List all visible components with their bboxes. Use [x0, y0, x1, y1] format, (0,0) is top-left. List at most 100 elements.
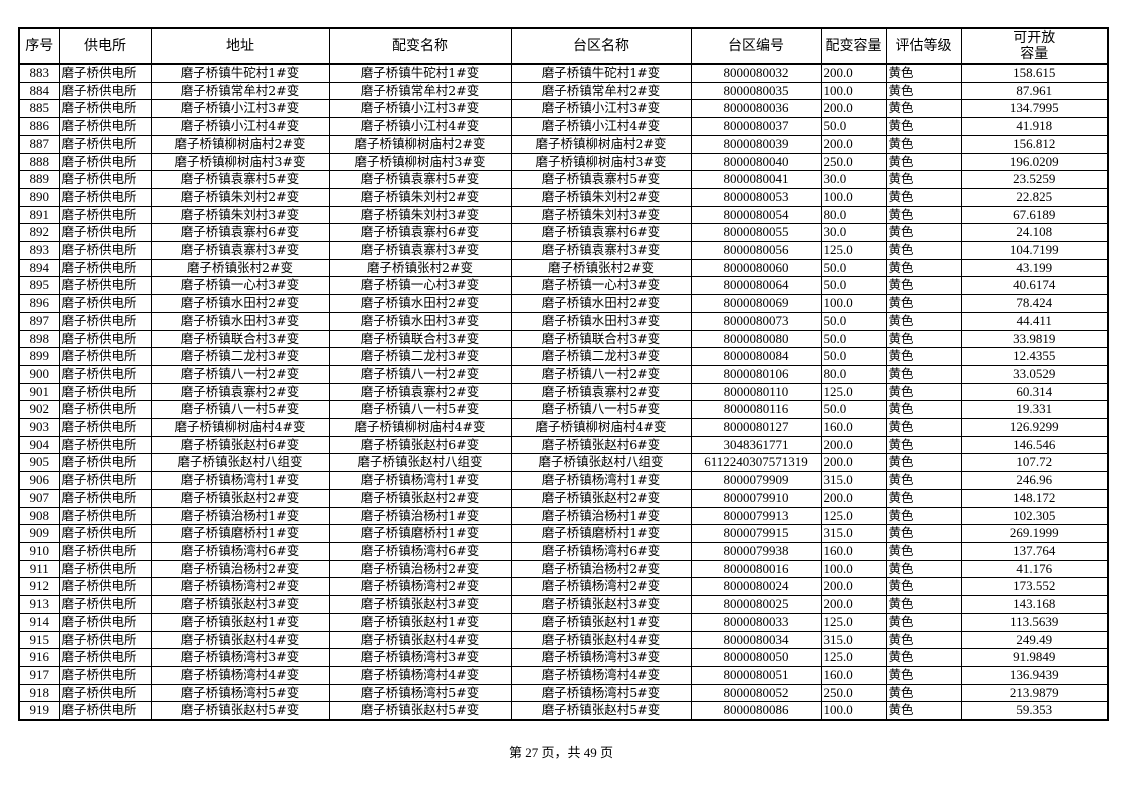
cell-rating: 黄色 — [885, 205, 962, 225]
cell-station: 磨子桥供电所 — [58, 418, 152, 437]
cell-index: 890 — [18, 187, 60, 207]
cell-rating: 黄色 — [885, 665, 962, 685]
cell-station: 磨子桥供电所 — [58, 665, 152, 685]
cell-area-code: 6112240307571319 — [690, 453, 822, 473]
cell-area-name: 磨子桥镇杨湾村3#变 — [510, 648, 692, 667]
cell-rating: 黄色 — [885, 63, 962, 83]
cell-area-code: 8000080116 — [690, 400, 822, 420]
cell-area-code: 8000080052 — [690, 683, 822, 703]
table-row: 895 磨子桥供电所 磨子桥镇一心村3#变 磨子桥镇一心村3#变 磨子桥镇一心村3#变 8… — [18, 276, 1109, 296]
cell-capacity: 125.0 — [820, 612, 887, 632]
cell-transformer-name: 磨子桥镇牛砣村1#变 — [328, 63, 512, 83]
cell-capacity: 100.0 — [820, 294, 887, 313]
cell-area-name: 磨子桥镇柳树庙村2#变 — [510, 134, 692, 154]
cell-open-capacity: 249.49 — [960, 630, 1109, 650]
cell-station: 磨子桥供电所 — [58, 294, 152, 313]
cell-rating: 黄色 — [885, 258, 962, 278]
cell-address: 磨子桥镇八一村5#变 — [150, 400, 330, 420]
cell-index: 898 — [18, 329, 60, 349]
cell-capacity: 200.0 — [820, 99, 887, 119]
cell-area-name: 磨子桥镇柳树庙村4#变 — [510, 418, 692, 437]
cell-area-name: 磨子桥镇联合村3#变 — [510, 329, 692, 349]
cell-index: 889 — [18, 170, 60, 189]
cell-area-name: 磨子桥镇柳树庙村3#变 — [510, 152, 692, 172]
cell-area-code: 8000080073 — [690, 311, 822, 331]
table-row: 906 磨子桥供电所 磨子桥镇杨湾村1#变 磨子桥镇杨湾村1#变 磨子桥镇杨湾村1#变 8… — [18, 471, 1109, 490]
cell-capacity: 315.0 — [820, 524, 887, 543]
cell-address: 磨子桥镇张赵村2#变 — [150, 488, 330, 508]
cell-open-capacity: 113.5639 — [960, 612, 1109, 632]
cell-rating: 黄色 — [885, 311, 962, 331]
cell-area-name: 磨子桥镇水田村2#变 — [510, 294, 692, 313]
cell-transformer-name: 磨子桥镇袁寨村6#变 — [328, 223, 512, 243]
table-row: 884 磨子桥供电所 磨子桥镇常牟村2#变 磨子桥镇常牟村2#变 磨子桥镇常牟村2#变 8… — [18, 81, 1109, 101]
cell-capacity: 200.0 — [820, 488, 887, 508]
cell-capacity: 200.0 — [820, 134, 887, 154]
cell-area-name: 磨子桥镇袁寨村6#变 — [510, 223, 692, 243]
cell-transformer-name: 磨子桥镇杨湾村2#变 — [328, 577, 512, 597]
cell-area-name: 磨子桥镇杨湾村4#变 — [510, 665, 692, 685]
cell-open-capacity: 44.411 — [960, 311, 1109, 331]
cell-open-capacity: 136.9439 — [960, 665, 1109, 685]
table-row: 901 磨子桥供电所 磨子桥镇袁寨村2#变 磨子桥镇袁寨村2#变 磨子桥镇袁寨村2#变 8… — [18, 382, 1109, 402]
cell-transformer-name: 磨子桥镇治杨村2#变 — [328, 559, 512, 579]
table-row: 898 磨子桥供电所 磨子桥镇联合村3#变 磨子桥镇联合村3#变 磨子桥镇联合村3#变 8… — [18, 329, 1109, 349]
table-row: 918 磨子桥供电所 磨子桥镇杨湾村5#变 磨子桥镇杨湾村5#变 磨子桥镇杨湾村5#变 8… — [18, 683, 1109, 703]
cell-transformer-name: 磨子桥镇张赵村3#变 — [328, 595, 512, 614]
cell-capacity: 250.0 — [820, 152, 887, 172]
cell-index: 899 — [18, 347, 60, 366]
cell-area-code: 8000080036 — [690, 99, 822, 119]
table-row: 910 磨子桥供电所 磨子桥镇杨湾村6#变 磨子桥镇杨湾村6#变 磨子桥镇杨湾村6#变 8… — [18, 541, 1109, 561]
cell-address: 磨子桥镇联合村3#变 — [150, 329, 330, 349]
cell-area-name: 磨子桥镇袁寨村5#变 — [510, 170, 692, 189]
header-col-transformer-name: 配变名称 — [328, 27, 512, 65]
cell-open-capacity: 23.5259 — [960, 170, 1109, 189]
cell-address: 磨子桥镇一心村3#变 — [150, 276, 330, 296]
cell-rating: 黄色 — [885, 134, 962, 154]
cell-open-capacity: 196.0209 — [960, 152, 1109, 172]
cell-index: 904 — [18, 435, 60, 455]
cell-open-capacity: 156.812 — [960, 134, 1109, 154]
cell-address: 磨子桥镇小江村4#变 — [150, 117, 330, 136]
cell-transformer-name: 磨子桥镇常牟村2#变 — [328, 81, 512, 101]
cell-open-capacity: 24.108 — [960, 223, 1109, 243]
cell-open-capacity: 87.961 — [960, 81, 1109, 101]
cell-address: 磨子桥镇袁寨村2#变 — [150, 382, 330, 402]
cell-station: 磨子桥供电所 — [58, 187, 152, 207]
cell-address: 磨子桥镇柳树庙村2#变 — [150, 134, 330, 154]
cell-station: 磨子桥供电所 — [58, 612, 152, 632]
cell-area-code: 8000080032 — [690, 63, 822, 83]
cell-transformer-name: 磨子桥镇一心村3#变 — [328, 276, 512, 296]
cell-area-code: 8000079913 — [690, 506, 822, 526]
header-col-index: 序号 — [18, 27, 60, 65]
cell-open-capacity: 102.305 — [960, 506, 1109, 526]
header-col-address: 地址 — [150, 27, 330, 65]
cell-rating: 黄色 — [885, 701, 962, 721]
cell-transformer-name: 磨子桥镇朱刘村2#变 — [328, 187, 512, 207]
cell-transformer-name: 磨子桥镇治杨村1#变 — [328, 506, 512, 526]
cell-index: 901 — [18, 382, 60, 402]
cell-area-name: 磨子桥镇磨桥村1#变 — [510, 524, 692, 543]
cell-transformer-name: 磨子桥镇杨湾村4#变 — [328, 665, 512, 685]
table-row: 888 磨子桥供电所 磨子桥镇柳树庙村3#变 磨子桥镇柳树庙村3#变 磨子桥镇柳树庙村3… — [18, 152, 1109, 172]
table-row: 899 磨子桥供电所 磨子桥镇二龙村3#变 磨子桥镇二龙村3#变 磨子桥镇二龙村3#变 8… — [18, 347, 1109, 366]
cell-area-code: 8000080053 — [690, 187, 822, 207]
table-row: 904 磨子桥供电所 磨子桥镇张赵村6#变 磨子桥镇张赵村6#变 磨子桥镇张赵村6#变 3… — [18, 435, 1109, 455]
cell-station: 磨子桥供电所 — [58, 134, 152, 154]
cell-area-code: 8000080050 — [690, 648, 822, 667]
cell-station: 磨子桥供电所 — [58, 488, 152, 508]
cell-transformer-name: 磨子桥镇袁寨村5#变 — [328, 170, 512, 189]
cell-area-code: 8000080055 — [690, 223, 822, 243]
cell-rating: 黄色 — [885, 541, 962, 561]
cell-capacity: 50.0 — [820, 347, 887, 366]
cell-transformer-name: 磨子桥镇张赵村4#变 — [328, 630, 512, 650]
cell-index: 910 — [18, 541, 60, 561]
cell-open-capacity: 43.199 — [960, 258, 1109, 278]
cell-open-capacity: 269.1999 — [960, 524, 1109, 543]
cell-transformer-name: 磨子桥镇二龙村3#变 — [328, 347, 512, 366]
cell-rating: 黄色 — [885, 506, 962, 526]
cell-open-capacity: 19.331 — [960, 400, 1109, 420]
cell-open-capacity: 59.353 — [960, 701, 1109, 721]
cell-transformer-name: 磨子桥镇张赵村6#变 — [328, 435, 512, 455]
cell-address: 磨子桥镇杨湾村6#变 — [150, 541, 330, 561]
